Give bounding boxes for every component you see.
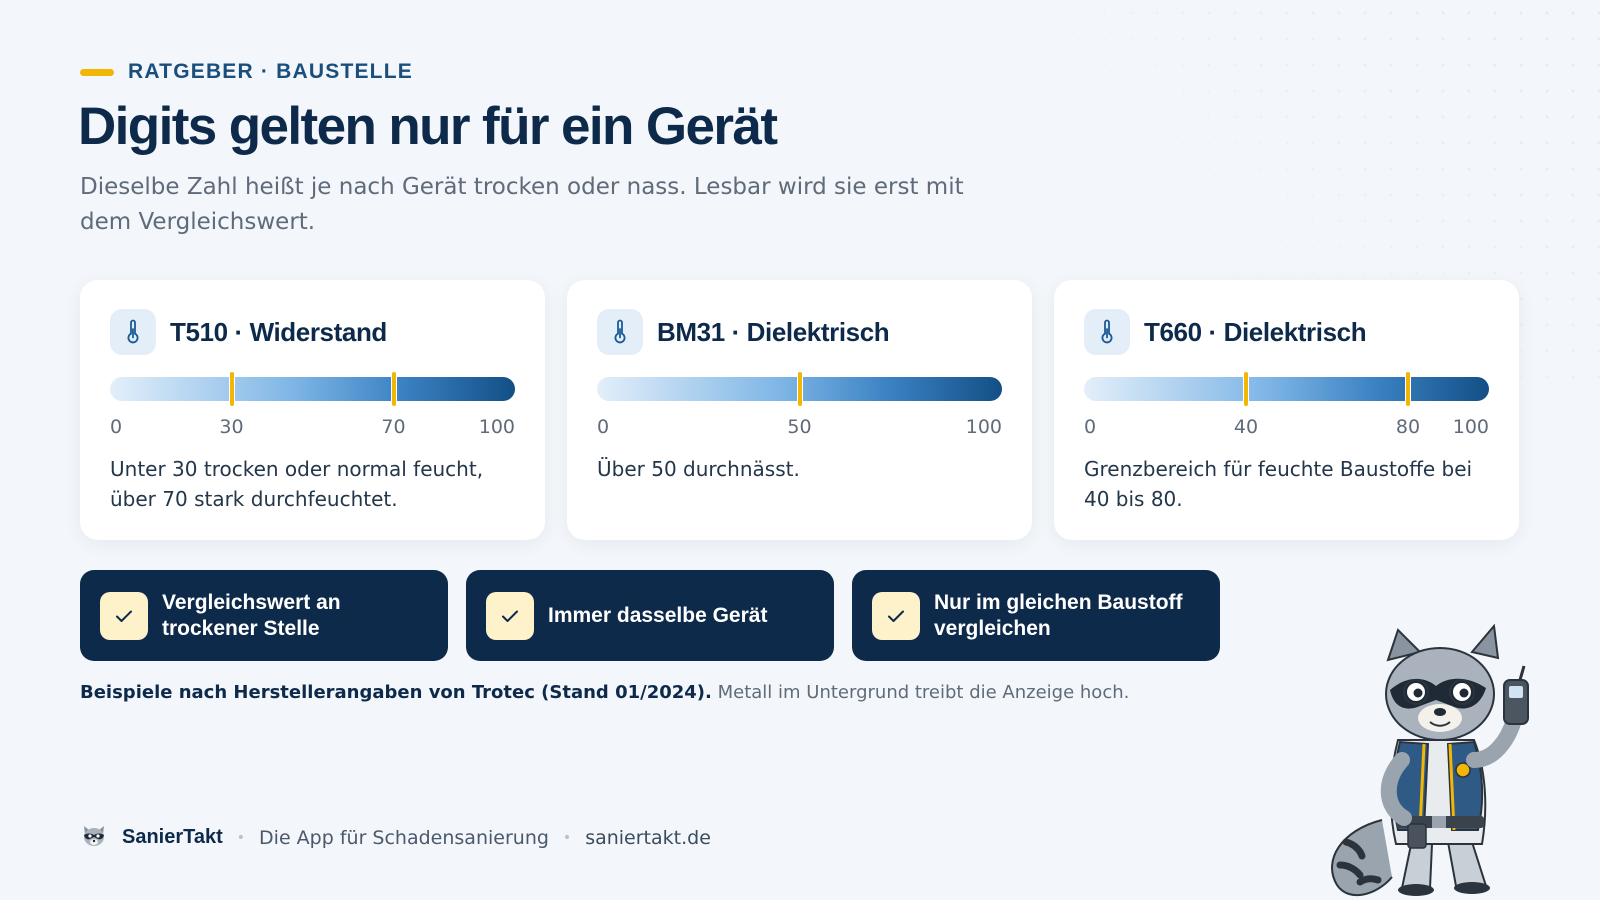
raccoon-logo-icon	[80, 822, 108, 853]
source-note-rest: Metall im Untergrund treibt die Anzeige …	[717, 682, 1130, 703]
rule-pill-label: Nur im gleichen Baustoff vergleichen	[934, 590, 1183, 640]
card-description: Unter 30 trocken oder normal feucht, übe…	[110, 457, 484, 511]
scale-tick-label: 100	[1452, 416, 1489, 438]
thermometer-icon	[597, 309, 643, 355]
rule-pill: Nur im gleichen Baustoff vergleichen	[852, 570, 1220, 661]
footer-separator: •	[236, 829, 246, 846]
rule-pill-label: Vergleichswert an trockener Stelle	[162, 590, 341, 640]
scale-marker	[1405, 371, 1411, 407]
scale-track	[110, 377, 515, 401]
eyebrow-accent-bar	[80, 68, 114, 76]
scale-tick-label: 100	[965, 416, 1002, 438]
page-title: Digits gelten nur für ein Gerät	[78, 97, 778, 156]
scale-track	[1084, 377, 1489, 401]
card-description: Über 50 durchnässt.	[597, 457, 800, 481]
footer-separator: •	[562, 829, 572, 846]
check-icon	[872, 591, 920, 640]
scale-tick-label: 0	[110, 416, 123, 438]
source-note: Beispiele nach Herstellerangaben von Tro…	[80, 682, 1129, 703]
source-note-strong: Beispiele nach Herstellerangaben von Tro…	[80, 682, 712, 703]
device-card-bm31: BM31 · Dielektrisch 0 50 100 Über 50 durch…	[567, 280, 1032, 540]
rule-pill-label: Immer dasselbe Gerät	[548, 603, 768, 627]
scale-tick-label: 0	[1084, 416, 1097, 438]
eyebrow-text: RATGEBER · BAUSTELLE	[128, 60, 413, 83]
rule-pill: Vergleichswert an trockener Stelle	[80, 570, 448, 661]
scale-ticks: 0 50 100	[597, 416, 1002, 440]
footer-tagline: Die App für Schadensanierung	[259, 826, 549, 849]
card-title: T660 · Dielektrisch	[1144, 316, 1367, 347]
moisture-scale	[110, 371, 515, 407]
card-title: T510 · Widerstand	[170, 316, 387, 347]
check-icon	[100, 591, 148, 640]
scale-tick-label: 30	[219, 416, 244, 438]
moisture-scale	[597, 371, 1002, 407]
card-header: BM31 · Dielektrisch	[597, 308, 1002, 356]
scale-marker	[228, 371, 235, 407]
eyebrow: RATGEBER · BAUSTELLE	[80, 60, 413, 84]
footer-url[interactable]: saniertakt.de	[585, 826, 711, 849]
scale-marker	[390, 371, 397, 407]
scale-ticks: 0 40 80 100	[1084, 416, 1489, 440]
scale-tick-label: 40	[1233, 416, 1259, 438]
device-card-t510: T510 · Widerstand 0 30 70 100 Unter 30 troc…	[80, 280, 545, 540]
scale-tick-label: 80	[1395, 416, 1421, 438]
card-description: Grenzbereich für feuchte Baustoffe bei 4…	[1084, 457, 1473, 511]
scale-ticks: 0 30 70 100	[110, 416, 515, 440]
footer: SanierTakt • Die App für Schadensanierun…	[80, 822, 711, 853]
scale-tick-label: 100	[478, 416, 515, 438]
card-header: T660 · Dielektrisch	[1084, 308, 1489, 356]
device-cards: T510 · Widerstand 0 30 70 100 Unter 30 troc…	[80, 280, 1519, 540]
scale-marker	[796, 371, 803, 407]
page-subtitle: Dieselbe Zahl heißt je nach Gerät trocke…	[80, 174, 964, 235]
scale-tick-label: 70	[381, 416, 406, 438]
rule-pills: Vergleichswert an trockener Stelle Immer…	[80, 570, 1220, 661]
footer-brand: SanierTakt	[122, 826, 223, 848]
card-header: T510 · Widerstand	[110, 308, 515, 356]
rule-pill: Immer dasselbe Gerät	[466, 570, 834, 661]
thermometer-icon	[1084, 309, 1130, 355]
scale-marker	[1243, 371, 1249, 407]
device-card-t660: T660 · Dielektrisch 0 40 80 100 Grenzbereic…	[1054, 280, 1519, 540]
card-title: BM31 · Dielektrisch	[657, 316, 890, 347]
scale-tick-label: 0	[597, 416, 610, 438]
raccoon-mascot-illustration	[1331, 623, 1529, 896]
scale-tick-label: 50	[787, 416, 812, 438]
thermometer-icon	[110, 309, 156, 355]
check-icon	[486, 591, 534, 640]
moisture-scale	[1084, 371, 1489, 407]
